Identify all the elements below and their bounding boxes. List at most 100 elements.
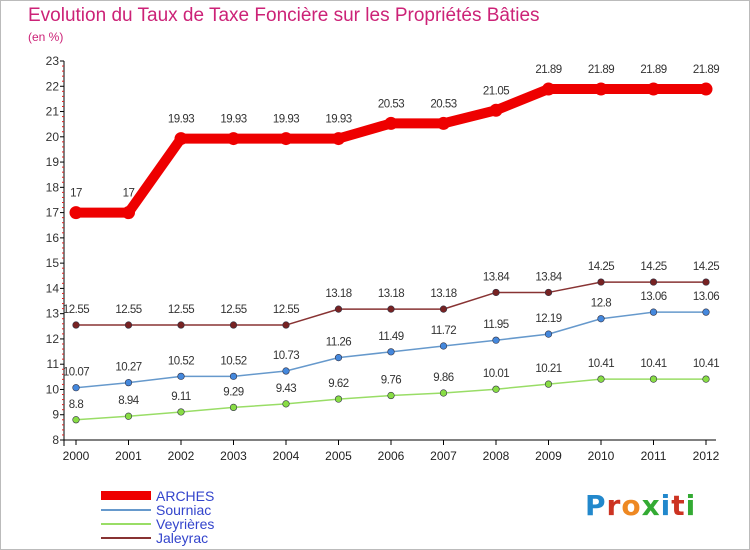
y-tick-label: 14 [46,281,60,295]
data-label: 12.55 [220,304,246,316]
data-point [492,288,500,297]
data-label: 9.76 [381,375,401,387]
logo-letter: x [641,489,661,522]
data-label: 11.95 [483,319,509,331]
legend-item: ARCHES [101,487,215,504]
data-label: 12.55 [168,304,194,316]
y-tick-label: 8 [52,433,59,447]
logo-letter: t [671,489,686,522]
data-point [542,82,555,96]
data-point [387,391,395,400]
data-label: 13.18 [378,288,404,300]
x-tick-label: 2011 [641,449,667,463]
legend-swatch [101,491,151,500]
data-point [439,342,448,350]
data-point [702,308,710,316]
data-label: 10.07 [63,367,89,379]
data-label: 14.25 [588,261,614,273]
data-point [177,408,185,416]
data-point [72,416,80,424]
y-tick-label: 12 [46,332,60,346]
data-label: 8.8 [69,399,84,411]
data-label: 21.05 [483,85,509,97]
data-label: 12.55 [115,304,141,316]
data-point [597,278,605,286]
data-label: 13.18 [325,288,351,300]
data-point [544,288,553,297]
data-label: 12.19 [535,313,561,325]
legend-item: Sourniac [101,502,211,518]
data-point [279,132,293,146]
data-label: 9.86 [433,372,453,384]
data-point [122,206,135,220]
data-point [174,132,188,146]
data-label: 10.41 [640,358,666,370]
y-tick-label: 9 [52,408,59,422]
logo-letter: i [660,489,672,522]
y-tick-label: 11 [47,357,60,371]
x-tick-label: 2009 [535,449,562,463]
legend-item: Jaleyrac [101,530,208,546]
data-point [387,305,395,313]
data-label: 13.06 [693,291,719,303]
data-label: 20.53 [430,98,456,110]
data-label: 13.06 [640,291,666,303]
logo-letter: o [621,489,642,522]
x-tick-label: 2003 [220,449,247,463]
data-label: 11.49 [378,331,404,343]
data-label: 14.25 [640,261,666,273]
data-label: 17 [123,188,135,200]
data-point [544,380,553,388]
x-tick-label: 2007 [430,449,457,463]
data-label: 9.62 [328,378,348,390]
legend-label: Veyrières [156,515,215,532]
data-point [177,372,185,380]
data-label: 21.89 [535,64,561,76]
data-label: 10.21 [535,363,561,375]
x-tick-label: 2000 [63,449,90,463]
y-tick-label: 16 [46,231,60,245]
data-point [387,348,395,356]
data-point [229,403,238,412]
legend-label: ARCHES [156,487,215,504]
data-point [439,305,448,313]
x-tick-label: 2012 [693,449,720,463]
data-label: 13.84 [483,271,510,283]
data-point [544,330,553,338]
x-tick-label: 2006 [378,449,405,463]
data-point [124,379,133,387]
x-tick-label: 2004 [273,449,300,463]
data-label: 17 [70,188,82,200]
data-label: 19.93 [325,114,351,126]
y-tick-label: 20 [46,130,60,144]
data-label: 10.52 [220,355,246,367]
data-point [489,103,503,117]
logo-letter: P [585,489,607,522]
y-tick-label: 17 [46,206,60,220]
data-point [72,321,80,329]
data-label: 14.25 [693,261,719,273]
data-point [72,384,80,392]
data-point [177,321,185,329]
y-tick-label: 22 [46,79,60,93]
data-point [594,82,608,96]
data-label: 12.55 [63,304,89,316]
data-label: 19.93 [273,114,299,126]
y-tick-label: 19 [46,155,60,169]
data-label: 19.93 [168,114,194,126]
data-point [384,116,398,130]
data-point [439,389,448,397]
data-point [69,206,83,220]
data-label: 10.27 [115,362,141,374]
y-tick-label: 10 [46,382,60,396]
data-point [492,385,500,393]
data-point [699,82,713,96]
logo-letter: r [606,489,622,522]
data-point [702,375,710,383]
x-tick-label: 2005 [325,449,352,463]
data-label: 21.89 [693,64,719,76]
chart-subtitle: (en %) [28,30,64,44]
data-label: 21.89 [588,64,614,76]
legend-swatch [101,522,151,525]
